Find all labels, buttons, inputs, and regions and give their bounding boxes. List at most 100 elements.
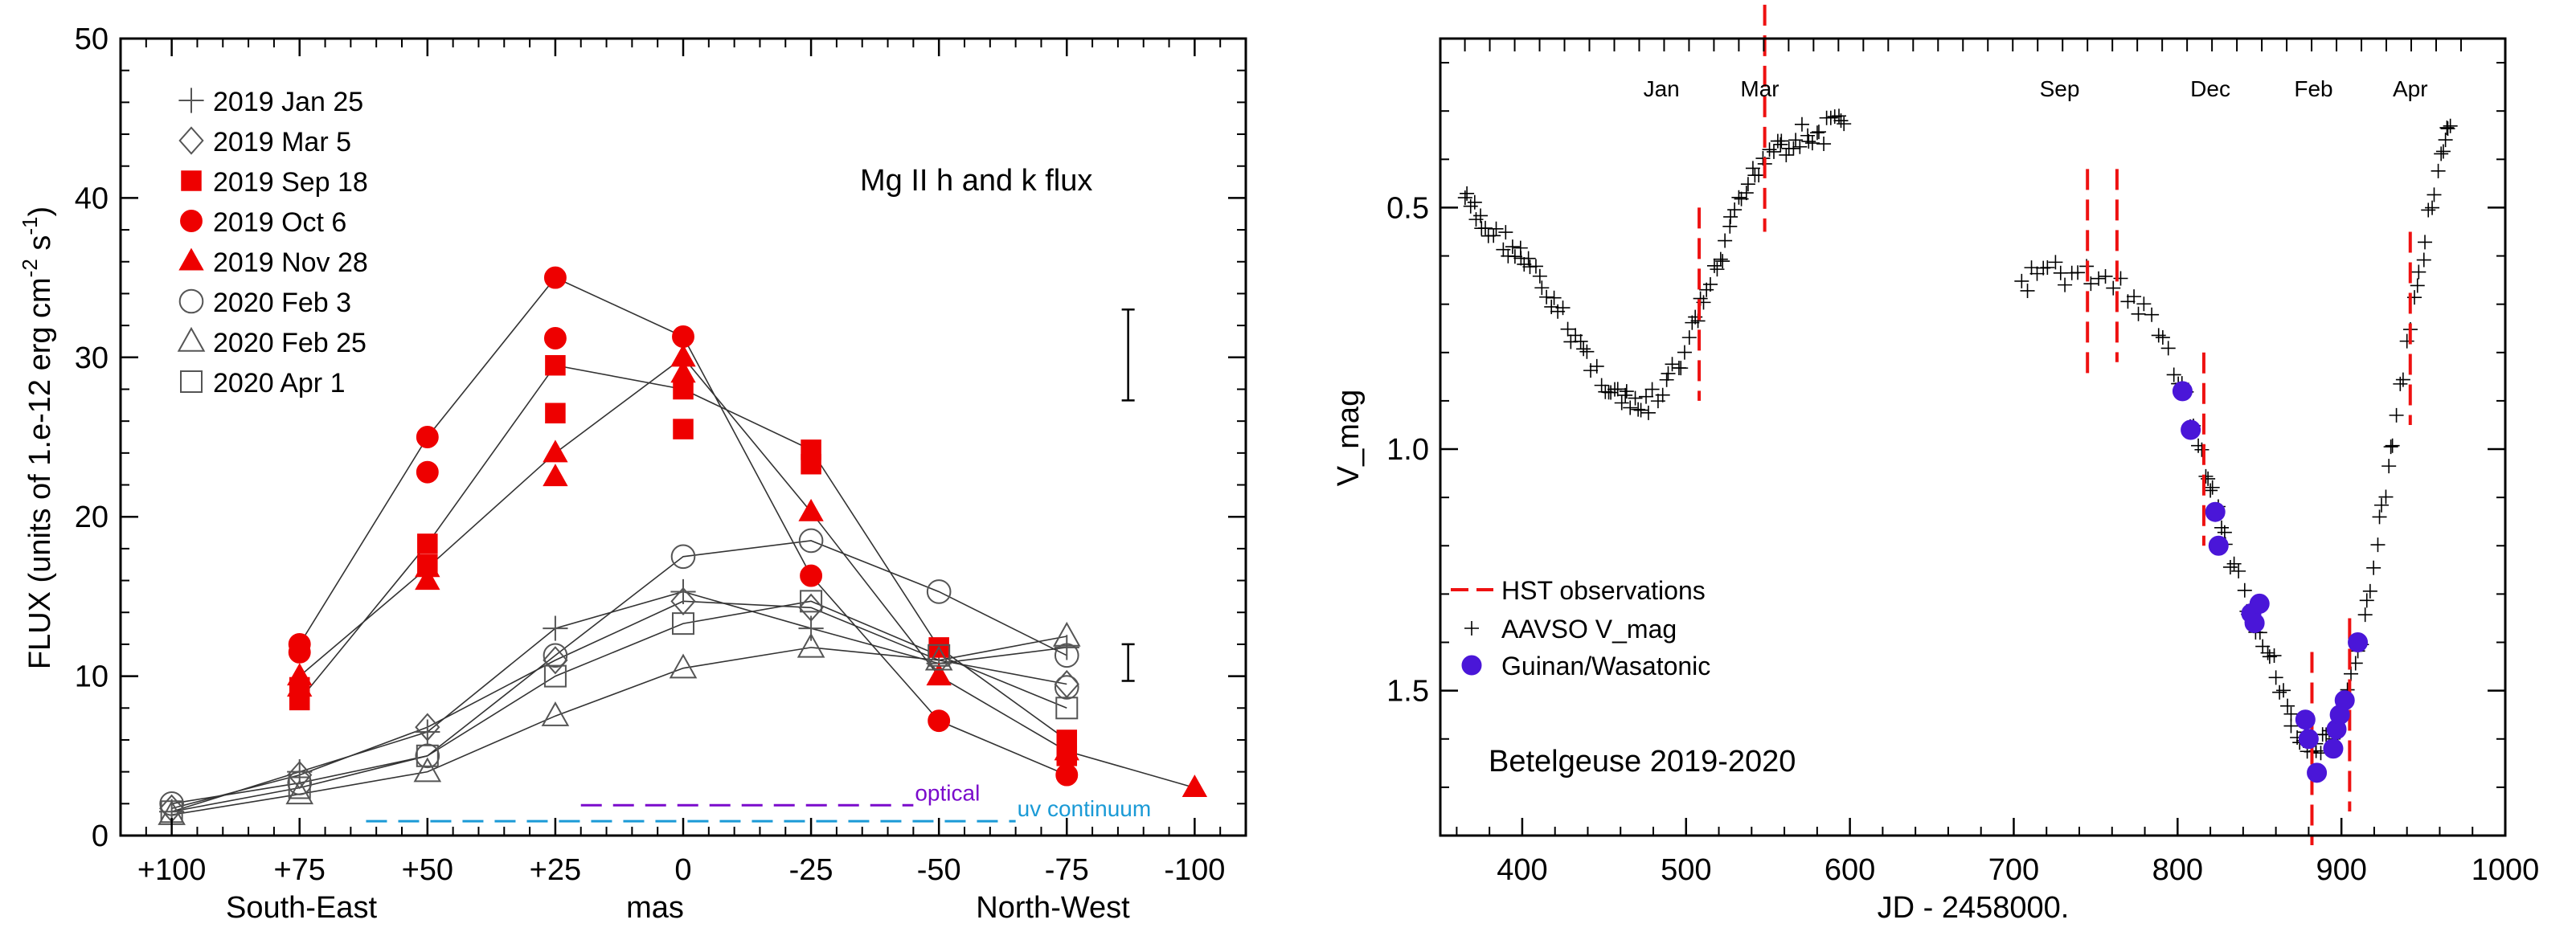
direction-label-north-west: North-West (976, 891, 1130, 925)
month-label: Jan (1644, 76, 1680, 101)
legend-marker (178, 126, 204, 155)
series-line (171, 600, 1067, 810)
aavso-point (2395, 372, 2410, 387)
y-tick-label: 50 (75, 22, 109, 56)
data-point (416, 744, 439, 767)
data-point (416, 460, 439, 484)
x-tick-label: 400 (1497, 853, 1547, 887)
aavso-point (1633, 403, 1648, 418)
aavso-point (1594, 378, 1609, 393)
aavso-point (2127, 289, 2142, 304)
legend-aavso-swatch (1464, 621, 1479, 636)
data-point (1054, 643, 1079, 668)
x-tick-label: 0 (674, 853, 691, 887)
legend-label: 2019 Nov 28 (213, 247, 368, 278)
aavso-point (1774, 133, 1789, 149)
aavso-point (2203, 483, 2218, 498)
aavso-point (1463, 198, 1478, 214)
aavso-point (1460, 186, 1475, 201)
aavso-point (1546, 290, 1562, 305)
aavso-point (1486, 228, 1501, 243)
data-point (1055, 763, 1079, 787)
aavso-point (2439, 120, 2455, 135)
aavso-point (1467, 194, 1482, 210)
data-point (287, 674, 313, 697)
data-point (672, 325, 694, 348)
month-label: Dec (2190, 76, 2230, 101)
aavso-point (1727, 202, 1743, 218)
aavso-point (1659, 372, 1674, 387)
legend-label: 2019 Jan 25 (213, 87, 363, 117)
legend-label: 2020 Apr 1 (213, 368, 345, 398)
aavso-point (2083, 276, 2099, 292)
aavso-point (2366, 560, 2381, 575)
aavso-point (2070, 265, 2086, 280)
x-tick-label: +50 (402, 853, 453, 887)
data-point (159, 791, 184, 816)
data-point (543, 664, 567, 688)
aavso-point (1489, 221, 1504, 236)
aavso-point (2160, 341, 2176, 356)
data-point (287, 770, 313, 795)
x-tick-label: -100 (1164, 853, 1225, 887)
aavso-point (1685, 315, 1700, 330)
data-point (287, 760, 313, 790)
guinan-point (2298, 729, 2319, 750)
data-point (1182, 774, 1208, 798)
aavso-point (1478, 220, 1493, 235)
y-tick-label: 0.5 (1386, 191, 1429, 225)
x-tick-label: 500 (1661, 853, 1711, 887)
series-line (299, 356, 1195, 789)
aavso-point (2425, 200, 2440, 215)
guinan-wasatonic-points (2172, 381, 2369, 783)
aavso-point (1745, 161, 1760, 176)
aavso-point (1792, 139, 1808, 154)
axis-ticks: 400 500 600 700 800 900 1000 0.5 1.0 1.5 (1386, 39, 2539, 887)
aavso-point (2373, 497, 2389, 513)
aavso-point (1610, 382, 1625, 397)
legend-label: Guinan/Wasatonic (1501, 652, 1710, 680)
aavso-point (2381, 459, 2397, 474)
data-point (928, 644, 951, 667)
aavso-point (2435, 144, 2451, 159)
aavso-point (2276, 683, 2291, 698)
guinan-point (2205, 501, 2226, 522)
right-chart-title: Betelgeuse 2019-2020 (1489, 745, 1796, 779)
data-point (798, 593, 824, 622)
guinan-point (2348, 632, 2369, 653)
aavso-point (2383, 439, 2398, 455)
right-plot-frame (1439, 37, 2507, 837)
aavso-point (2205, 480, 2220, 495)
aavso-point (1532, 268, 1547, 284)
aavso-point (2144, 307, 2160, 322)
data-markers (158, 266, 1208, 825)
legend-marker (178, 288, 204, 314)
aavso-point (2272, 685, 2287, 700)
aavso-point (1583, 363, 1599, 378)
aavso-point (2020, 283, 2035, 298)
y-tick-label: 40 (75, 182, 109, 215)
data-point (415, 713, 440, 742)
reference-line-label: optical (915, 780, 980, 805)
aavso-point (1473, 208, 1489, 223)
aavso-point (1766, 144, 1781, 159)
data-point (415, 567, 440, 591)
data-point (670, 586, 696, 615)
right-x-axis-label: JD - 2458000. (1878, 891, 2070, 925)
aavso-point (2440, 121, 2455, 137)
month-label: Sep (2040, 76, 2080, 101)
data-point (543, 643, 568, 668)
aavso-point (1555, 300, 1571, 316)
x-tick-label: 600 (1824, 853, 1875, 887)
x-tick-label: 900 (2316, 853, 2366, 887)
aavso-point (1811, 125, 1826, 140)
data-point (1052, 621, 1081, 647)
data-point (924, 645, 953, 671)
y-tick-label: 1.0 (1386, 433, 1429, 467)
aavso-point (1794, 116, 1809, 132)
x-tick-label: 1000 (2472, 853, 2540, 887)
aavso-point (2434, 146, 2449, 161)
aavso-point (1639, 389, 1653, 404)
data-point (797, 632, 825, 658)
y-tick-label: 30 (75, 341, 109, 375)
